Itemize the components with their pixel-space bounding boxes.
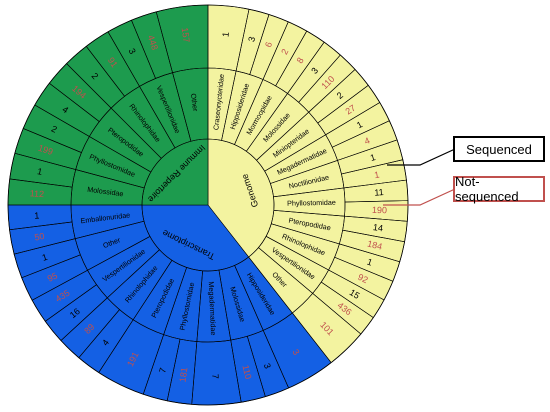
count-label: 4 bbox=[100, 338, 111, 348]
count-label: 16 bbox=[68, 306, 82, 320]
count-label: 50 bbox=[34, 231, 46, 243]
count-label: 3 bbox=[309, 66, 320, 76]
count-label: 2 bbox=[90, 71, 101, 81]
legend-sequenced-label: Sequenced bbox=[466, 141, 532, 157]
count-label: 4 bbox=[61, 104, 71, 115]
count-label: 14 bbox=[372, 222, 383, 233]
family-label: Phyllostomidae bbox=[287, 198, 336, 208]
count-label: 3 bbox=[246, 35, 257, 42]
count-label: 190 bbox=[372, 205, 387, 215]
count-label: 3 bbox=[127, 47, 138, 56]
count-label: 91 bbox=[106, 55, 120, 69]
count-label: 1 bbox=[369, 152, 377, 163]
count-label: 27 bbox=[344, 103, 358, 117]
count-label: 1 bbox=[220, 31, 230, 37]
legend-sequenced: Sequenced bbox=[453, 136, 545, 162]
legend-not-sequenced-label: Not-sequenced bbox=[455, 174, 519, 204]
count-label: 4 bbox=[363, 135, 371, 146]
count-label: 95 bbox=[46, 271, 59, 284]
count-label: 11 bbox=[374, 187, 384, 198]
count-label: 184 bbox=[366, 239, 383, 252]
count-label: 92 bbox=[356, 272, 369, 285]
count-label: 7 bbox=[210, 374, 220, 379]
count-label: 15 bbox=[348, 287, 362, 301]
count-label: 7 bbox=[157, 367, 168, 374]
not-sequenced-connector-line bbox=[383, 188, 456, 206]
category-wedge bbox=[208, 5, 408, 363]
count-label: 448 bbox=[146, 34, 160, 51]
count-label: 1 bbox=[366, 257, 374, 268]
sequenced-connector-line bbox=[387, 148, 456, 166]
count-label: 2 bbox=[279, 47, 290, 56]
count-label: 3 bbox=[262, 362, 273, 370]
count-label: 1 bbox=[41, 252, 49, 263]
count-label: 181 bbox=[177, 367, 189, 383]
count-label: 112 bbox=[29, 188, 44, 199]
legend-not-sequenced: Not-sequenced bbox=[453, 174, 545, 204]
family-label: Megadermatidae bbox=[207, 281, 218, 335]
count-label: 6 bbox=[263, 40, 274, 48]
family-label: Other bbox=[189, 93, 200, 113]
category-ring bbox=[8, 5, 408, 405]
category-wedge bbox=[8, 205, 332, 405]
count-label: 1 bbox=[36, 166, 43, 177]
count-label: 3 bbox=[290, 347, 301, 356]
count-label: 157 bbox=[180, 27, 192, 43]
count-label: 1 bbox=[34, 210, 40, 220]
count-label: 8 bbox=[295, 56, 306, 66]
count-label: 2 bbox=[50, 124, 59, 135]
count-label: 2 bbox=[335, 90, 345, 101]
count-label: 1 bbox=[373, 169, 380, 180]
count-label: 199 bbox=[37, 143, 54, 157]
count-label: 110 bbox=[240, 364, 253, 380]
count-label: 1 bbox=[355, 119, 364, 130]
